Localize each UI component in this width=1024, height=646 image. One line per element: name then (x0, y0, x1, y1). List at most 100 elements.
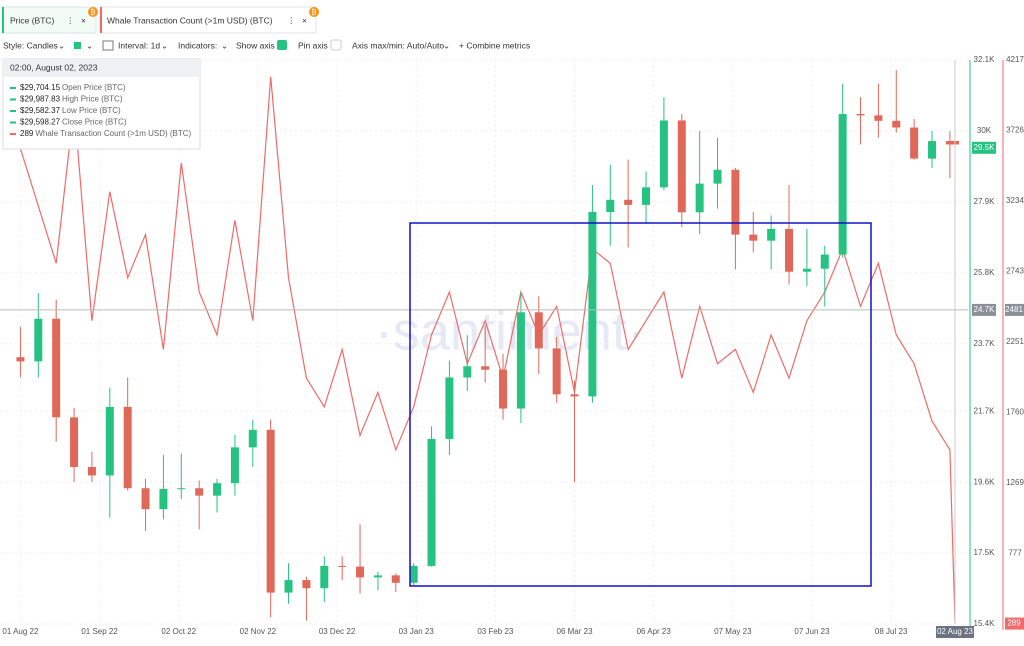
candle-body (945, 141, 954, 145)
candle-body (16, 357, 25, 362)
combine-metrics[interactable]: + Combine metrics (459, 40, 530, 50)
header: Price (BTC) ⋮ × ₿ Whale Transaction Coun… (1, 6, 530, 51)
y2-tick-label: 3726 (1006, 126, 1024, 135)
tooltip-value: 289 (20, 129, 34, 138)
candle-body (767, 228, 776, 241)
y-tick-label: 17.5K (974, 548, 996, 557)
y-tick-label: 19.6K (974, 477, 996, 486)
candle-body (177, 488, 186, 490)
candle-body (481, 366, 490, 370)
x-tick-label: 03 Dec 22 (319, 627, 356, 636)
candle-body (34, 318, 43, 362)
tooltip-name: Whale Transaction Count (>1m USD) (BTC) (35, 129, 191, 138)
y2-tick-label: 777 (1008, 549, 1022, 558)
candle-body (409, 565, 418, 583)
x-tick-label: 06 Mar 23 (557, 627, 594, 636)
candle-body (338, 565, 347, 567)
tooltip-name: Low Price (BTC) (62, 106, 121, 115)
candle-body (70, 417, 79, 467)
x-tick-label: 03 Feb 23 (477, 627, 514, 636)
tab-close[interactable]: × (302, 15, 307, 25)
tooltip-name: Close Price (BTC) (62, 118, 127, 127)
candle-body (856, 114, 865, 116)
last-whale-box (1005, 617, 1024, 630)
watermark: ·santiment· (375, 301, 645, 361)
candle-body (248, 429, 257, 448)
candle-body (785, 228, 794, 272)
tooltip-name: High Price (BTC) (62, 95, 123, 104)
candle-body (230, 447, 239, 484)
tooltip-value: $29,582.37 (20, 106, 61, 115)
candle-body (427, 438, 436, 566)
plot: 32.1K 30K 27.9K 25.8K 23.7K 21.7K 19.6K 17.5K 15… (0, 55, 1024, 638)
tooltip-name: Open Price (BTC) (62, 83, 126, 92)
y2-tick-label: 4217 (1006, 55, 1024, 64)
tab-menu[interactable]: ⋮ (287, 15, 296, 25)
x-tick-label: 01 Sep 22 (81, 627, 118, 636)
whale-line (19, 76, 956, 624)
candle-body (624, 199, 633, 205)
candle-body (141, 488, 150, 510)
caret: ⌄ (161, 40, 168, 50)
candle-body (356, 566, 365, 578)
tooltip-value: $29,598.27 (20, 118, 61, 127)
tab-menu[interactable]: ⋮ (66, 15, 75, 25)
candle-body (52, 318, 61, 418)
crosshair-box (1005, 303, 1024, 316)
tab-label: Price (BTC) (10, 15, 55, 25)
tab-whale[interactable] (99, 6, 317, 34)
candle-body (105, 406, 114, 476)
style-select[interactable]: Style: Candles (3, 40, 58, 50)
candle-body (892, 120, 901, 128)
y2-tick-label: 3234 (1006, 196, 1024, 205)
indicators[interactable]: Indicators: (178, 40, 217, 50)
candle-body (552, 348, 561, 395)
candle-body (516, 312, 525, 409)
badge-text: ₿ (90, 8, 95, 16)
candle-body (87, 466, 96, 476)
tooltip-date: 02:00, August 02, 2023 (10, 62, 98, 72)
crosshair-label: 2481 (1005, 305, 1023, 314)
candle-body (802, 268, 811, 272)
candle-body (195, 488, 204, 496)
y-tick-label: 25.8K (974, 268, 996, 277)
candle-body (838, 114, 847, 255)
tooltip: 02:00, August 02, 2023 $29,704.15 Open Pr… (2, 58, 201, 150)
color-select[interactable] (74, 42, 81, 49)
show-axis[interactable]: Show axis (236, 40, 275, 50)
candle-body (695, 183, 704, 213)
badge-text: ₿ (311, 8, 316, 16)
y-tick-label: 15.4K (974, 619, 996, 628)
checkbox[interactable] (330, 39, 342, 51)
candle-body (910, 127, 919, 159)
pin-axis[interactable]: Pin axis (298, 40, 328, 50)
crosshair-label: 24.7K (974, 305, 996, 314)
candle-body (499, 369, 508, 409)
tooltip-value: $29,704.15 (20, 83, 61, 92)
candle-body (642, 187, 651, 205)
tab-close[interactable]: × (81, 15, 86, 25)
candle-body (820, 254, 829, 269)
last-price-box (972, 141, 996, 154)
y-tick-label: 27.9K (974, 197, 996, 206)
last-price-label: 29.5K (974, 143, 996, 152)
x-tick-label: 03 Jan 23 (399, 627, 435, 636)
crosshair-box (972, 303, 996, 316)
y2-tick-label: 2743 (1006, 267, 1024, 276)
x-tick-label: 01 Aug 22 (2, 627, 39, 636)
x-tick-label: 02 Oct 22 (161, 627, 196, 636)
x-tick-label: 07 May 23 (714, 627, 752, 636)
interval-select[interactable]: Interval: 1d (118, 40, 160, 50)
candle-body (445, 377, 454, 439)
last-whale-label: 289 (1007, 619, 1021, 628)
badge (88, 7, 98, 17)
candle-body (534, 312, 543, 349)
tooltip-value: $29,987.83 (20, 95, 61, 104)
x-tick-label: 08 Jul 23 (875, 627, 908, 636)
candle-body (713, 169, 722, 184)
drawn-rectangle (409, 222, 872, 587)
axis-minmax[interactable]: Axis max/min: Auto/Auto (352, 40, 444, 50)
y2-tick-label: 1269 (1006, 478, 1024, 487)
checkbox-checked[interactable] (277, 40, 287, 50)
